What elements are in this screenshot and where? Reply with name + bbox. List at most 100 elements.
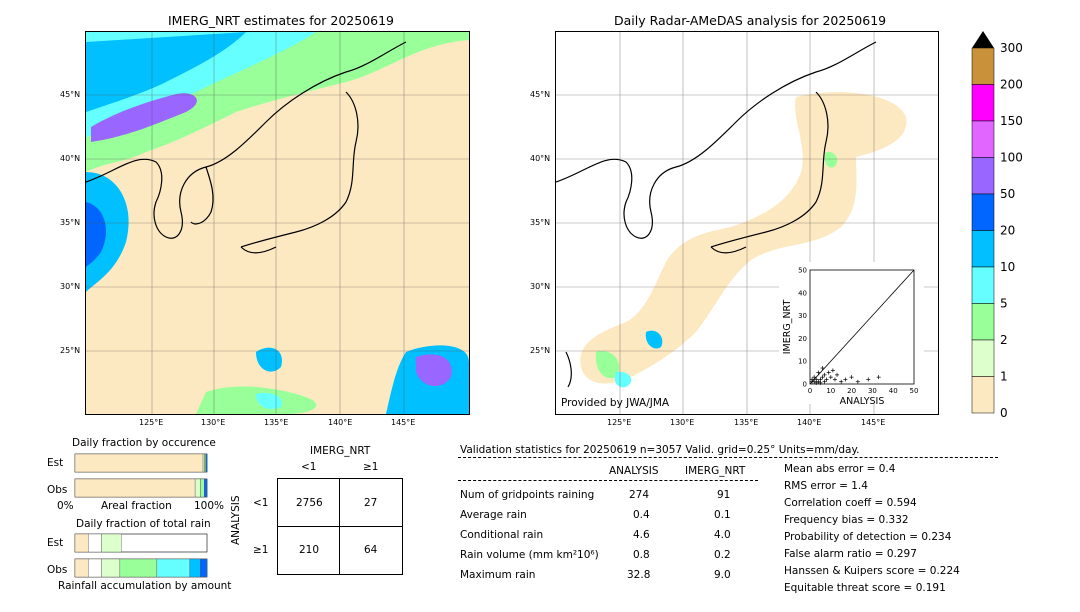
score-corr: Correlation coeff = 0.594	[784, 497, 917, 509]
total-rain-title: Daily fraction of total rain	[76, 518, 211, 530]
scatter-point	[810, 377, 815, 382]
left-lon-125: 125°E	[139, 418, 164, 427]
rain-area-west-core	[86, 202, 106, 267]
stat-analysis-maximum: 32.8	[627, 569, 651, 581]
scatter-point	[822, 372, 827, 377]
left-map	[85, 31, 470, 415]
provider-label: Provided by JWA/JMA	[561, 397, 670, 409]
stat-imerg-conditional: 4.0	[714, 529, 731, 541]
occurrence-title: Daily fraction by occurence	[72, 437, 216, 449]
scatter-point	[822, 379, 827, 384]
colorbar-segment	[971, 230, 995, 268]
right-coastline-taiwan	[565, 351, 572, 388]
scatter-point	[812, 375, 817, 380]
right-lat-45: 45°N	[530, 90, 551, 99]
contingency-cell-hit-lt-lt: 2756	[296, 497, 323, 509]
occurrence-axis-right: 100%	[194, 500, 225, 512]
scatter-point	[824, 377, 829, 382]
right-lon-140: 140°E	[797, 418, 822, 427]
scatter-ytick: 20	[798, 335, 807, 343]
contingency-row-ge: ≥1	[253, 544, 269, 556]
contingency-col-lt: <1	[301, 461, 317, 473]
validation-col-rule	[458, 480, 758, 481]
occurrence-chart	[74, 452, 208, 498]
stat-imerg-maximum: 9.0	[714, 569, 731, 581]
colorbar-segment	[971, 266, 995, 304]
rain-area-south-core	[256, 392, 282, 410]
contingency-cell-ge-ge: 64	[364, 544, 378, 556]
left-lat-40: 40°N	[60, 154, 81, 163]
score-freq-bias: Frequency bias = 0.332	[784, 514, 909, 526]
contingency-col-header: IMERG_NRT	[310, 445, 371, 457]
contingency-col-ge: ≥1	[363, 461, 379, 473]
scatter-point	[828, 375, 833, 380]
score-ets: Equitable threat score = 0.191	[784, 582, 946, 594]
left-lat-30: 30°N	[60, 282, 81, 291]
colorbar-label: 2	[1000, 333, 1008, 347]
fraction-bar-segment	[200, 558, 208, 578]
right-coastline-japan	[710, 91, 829, 254]
fraction-bar-segment	[101, 558, 121, 578]
radar-rain-3	[614, 371, 632, 388]
contingency-row-header: ANALYSIS	[230, 495, 242, 545]
scatter-xtick: 20	[847, 387, 856, 395]
scatter-ytick: 30	[798, 312, 807, 320]
scatter-diagonal	[809, 269, 915, 385]
left-lon-130: 130°E	[201, 418, 226, 427]
colorbar-label: 20	[1000, 224, 1015, 238]
contingency-cell-ge-lt: 210	[299, 544, 320, 556]
stat-imerg-average: 0.1	[714, 509, 731, 521]
scatter-point	[876, 375, 881, 380]
colorbar-segment	[971, 47, 995, 85]
contingency-cell-lt-ge: 27	[364, 497, 378, 509]
coastline-korea	[190, 166, 214, 225]
radar-rain-4	[824, 151, 838, 168]
colorbar-label: 5	[1000, 297, 1008, 311]
occurrence-axis-mid: Areal fraction	[101, 500, 172, 512]
scatter-point	[818, 377, 823, 382]
right-lon-125: 125°E	[607, 418, 632, 427]
fraction-bar-segment	[194, 478, 201, 498]
scatter-xtick: 40	[889, 387, 898, 395]
rain-area-southeast-core	[416, 354, 452, 387]
right-lon-130: 130°E	[670, 418, 695, 427]
fraction-bar-segment	[204, 478, 208, 498]
colorbar-label: 10	[1000, 260, 1015, 274]
contingency-row-lt: <1	[253, 497, 269, 509]
colorbar-label: 0	[1000, 406, 1008, 420]
right-lat-25: 25°N	[530, 346, 551, 355]
occurrence-est-label: Est	[47, 457, 64, 469]
fraction-bar-segment	[205, 453, 208, 473]
scatter-plot: 00 10 10 20 20 30 30 40 40 50 50 ANALYSIS IMERG_NRT	[782, 267, 919, 408]
colorbar-segment	[971, 339, 995, 377]
scatter-point	[816, 379, 821, 384]
scatter-point	[820, 366, 825, 371]
scatter-ytick: 50	[798, 267, 807, 275]
radar-rain-2	[595, 351, 620, 379]
colorbar-label: 100	[1000, 151, 1023, 165]
scatter-ytick: 0	[803, 381, 807, 389]
score-hk: Hanssen & Kuipers score = 0.224	[784, 565, 960, 577]
fraction-bar-segment	[101, 533, 122, 553]
total-rain-chart	[74, 532, 208, 578]
occurrence-bars	[74, 453, 208, 498]
right-lat-40: 40°N	[530, 154, 551, 163]
fraction-bar-segment	[200, 478, 205, 498]
scatter-ytick: 40	[798, 289, 807, 297]
stat-label-volume: Rain volume (mm km²10⁶)	[460, 549, 599, 561]
stat-analysis-average: 0.4	[633, 509, 650, 521]
score-rms: RMS error = 1.4	[784, 480, 868, 492]
scatter-xtick: 50	[910, 387, 919, 395]
colorbar-segment	[971, 157, 995, 195]
right-map	[555, 31, 939, 415]
fraction-bar-segment	[74, 453, 204, 473]
left-lon-135: 135°E	[264, 418, 289, 427]
scatter-xtick: 30	[868, 387, 877, 395]
colorbar-label: 1	[1000, 370, 1008, 384]
colorbar-segment	[971, 84, 995, 122]
right-lon-135: 135°E	[734, 418, 759, 427]
score-far: False alarm ratio = 0.297	[784, 548, 917, 560]
score-mae: Mean abs error = 0.4	[784, 463, 896, 475]
score-pod: Probability of detection = 0.234	[784, 531, 952, 543]
right-lat-35: 35°N	[530, 218, 551, 227]
